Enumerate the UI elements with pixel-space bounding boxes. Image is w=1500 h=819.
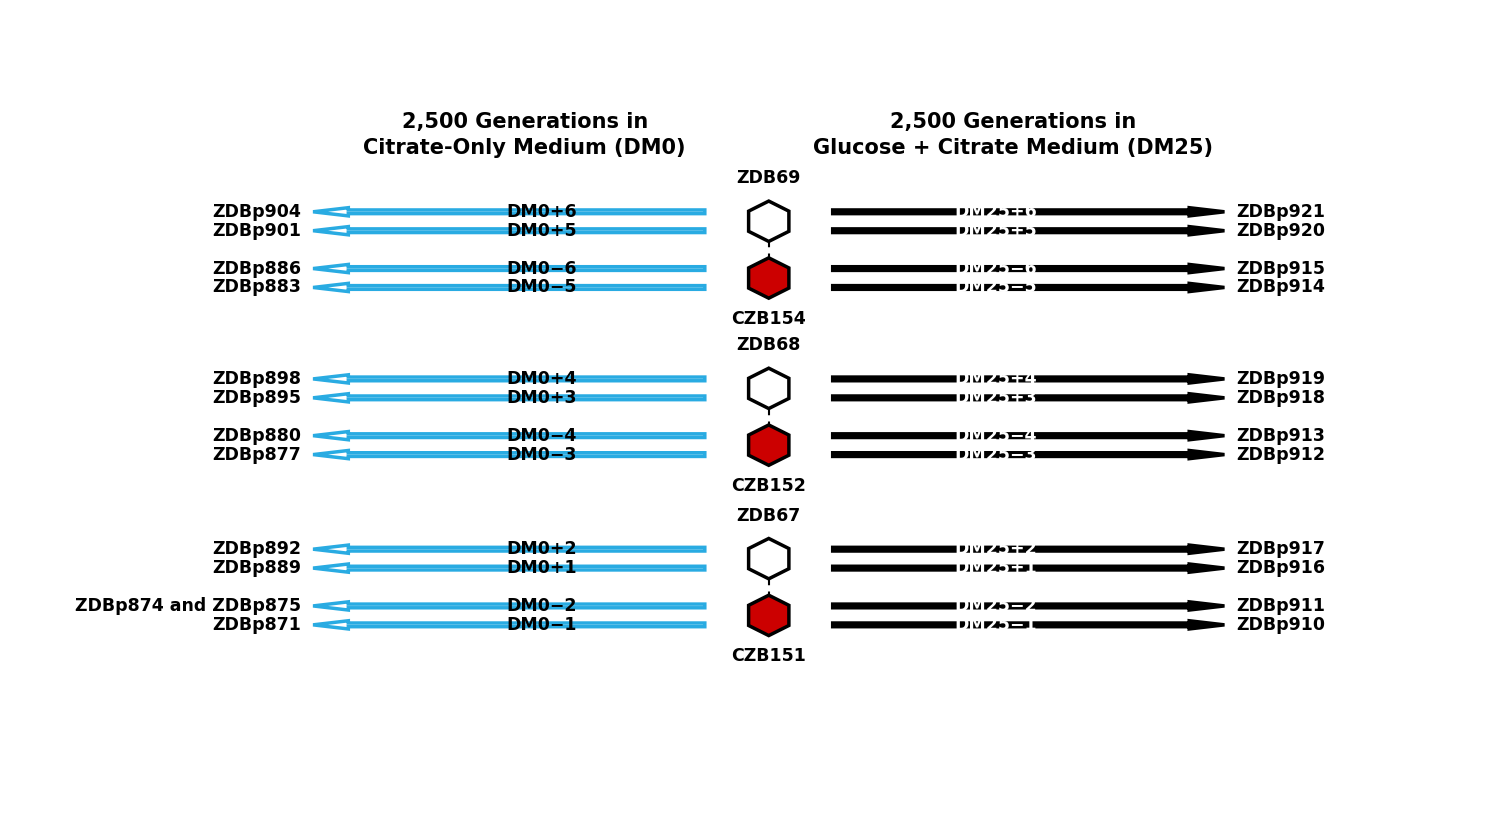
Text: ZDBp892: ZDBp892 (213, 541, 302, 559)
Text: DM0−4: DM0−4 (507, 427, 578, 445)
Polygon shape (833, 208, 1224, 216)
Polygon shape (833, 564, 1224, 572)
Polygon shape (314, 283, 705, 292)
Polygon shape (833, 432, 1224, 440)
Polygon shape (833, 602, 1224, 610)
Text: ZDBp904: ZDBp904 (213, 203, 302, 221)
Polygon shape (833, 283, 1224, 292)
Text: DM0+6: DM0+6 (507, 203, 578, 221)
Text: 2,500 Generations in
Citrate-Only Medium (DM0): 2,500 Generations in Citrate-Only Medium… (363, 112, 686, 157)
Text: DM25−1: DM25−1 (954, 616, 1036, 634)
Polygon shape (833, 265, 1224, 273)
Polygon shape (748, 538, 789, 579)
Text: DM25+2: DM25+2 (954, 541, 1036, 559)
Text: ZDBp920: ZDBp920 (1236, 222, 1324, 240)
Text: DM0+1: DM0+1 (507, 559, 578, 577)
Text: ZDBp918: ZDBp918 (1236, 389, 1324, 407)
Polygon shape (833, 450, 1224, 459)
Polygon shape (314, 432, 705, 440)
Text: ZDB67: ZDB67 (736, 507, 801, 525)
Text: DM25−2: DM25−2 (954, 597, 1036, 615)
Text: DM0+5: DM0+5 (507, 222, 578, 240)
Text: ZDBp880: ZDBp880 (213, 427, 302, 445)
Text: DM0−2: DM0−2 (507, 597, 578, 615)
Polygon shape (314, 375, 705, 383)
Text: ZDBp901: ZDBp901 (213, 222, 302, 240)
Polygon shape (833, 227, 1224, 235)
Polygon shape (833, 394, 1224, 402)
Text: ZDB69: ZDB69 (736, 170, 801, 188)
Text: DM25−4: DM25−4 (954, 427, 1036, 445)
Text: DM25−5: DM25−5 (954, 278, 1036, 296)
Text: ZDBp914: ZDBp914 (1236, 278, 1324, 296)
Text: ZDBp921: ZDBp921 (1236, 203, 1324, 221)
Text: DM0+2: DM0+2 (507, 541, 578, 559)
Polygon shape (748, 425, 789, 465)
Text: DM25+4: DM25+4 (954, 370, 1036, 388)
Polygon shape (314, 545, 705, 554)
Text: DM0−6: DM0−6 (507, 260, 578, 278)
Text: ZDBp910: ZDBp910 (1236, 616, 1324, 634)
Text: ZDBp871: ZDBp871 (213, 616, 302, 634)
Polygon shape (748, 369, 789, 409)
Text: DM0−1: DM0−1 (507, 616, 578, 634)
Polygon shape (314, 564, 705, 572)
Text: ZDBp883: ZDBp883 (213, 278, 302, 296)
Text: ZDB68: ZDB68 (736, 337, 801, 355)
Text: ZDBp915: ZDBp915 (1236, 260, 1324, 278)
Polygon shape (314, 602, 705, 610)
Polygon shape (833, 621, 1224, 629)
Text: ZDBp913: ZDBp913 (1236, 427, 1324, 445)
Text: CZB154: CZB154 (732, 310, 806, 328)
Text: DM0+4: DM0+4 (507, 370, 578, 388)
Polygon shape (314, 450, 705, 459)
Text: ZDBp912: ZDBp912 (1236, 446, 1324, 464)
Text: ZDBp886: ZDBp886 (213, 260, 302, 278)
Text: DM25+3: DM25+3 (954, 389, 1036, 407)
Polygon shape (314, 621, 705, 629)
Text: 2,500 Generations in
Glucose + Citrate Medium (DM25): 2,500 Generations in Glucose + Citrate M… (813, 112, 1214, 157)
Text: DM25+6: DM25+6 (954, 203, 1036, 221)
Polygon shape (748, 595, 789, 636)
Polygon shape (314, 394, 705, 402)
Text: ZDBp917: ZDBp917 (1236, 541, 1324, 559)
Text: ZDBp895: ZDBp895 (213, 389, 302, 407)
Text: ZDBp916: ZDBp916 (1236, 559, 1324, 577)
Polygon shape (833, 545, 1224, 554)
Text: DM25−3: DM25−3 (954, 446, 1036, 464)
Text: ZDBp911: ZDBp911 (1236, 597, 1324, 615)
Text: DM0+3: DM0+3 (507, 389, 578, 407)
Polygon shape (748, 258, 789, 298)
Text: CZB152: CZB152 (732, 477, 806, 495)
Text: DM25+5: DM25+5 (954, 222, 1036, 240)
Polygon shape (748, 201, 789, 242)
Polygon shape (314, 265, 705, 273)
Polygon shape (314, 208, 705, 216)
Text: DM25+1: DM25+1 (954, 559, 1036, 577)
Text: ZDBp919: ZDBp919 (1236, 370, 1324, 388)
Text: ZDBp877: ZDBp877 (213, 446, 302, 464)
Polygon shape (314, 227, 705, 235)
Polygon shape (833, 375, 1224, 383)
Text: CZB151: CZB151 (732, 647, 806, 665)
Text: ZDBp874 and ZDBp875: ZDBp874 and ZDBp875 (75, 597, 302, 615)
Text: DM25−6: DM25−6 (954, 260, 1036, 278)
Text: DM0−5: DM0−5 (507, 278, 578, 296)
Text: ZDBp898: ZDBp898 (213, 370, 302, 388)
Text: ZDBp889: ZDBp889 (213, 559, 302, 577)
Text: DM0−3: DM0−3 (507, 446, 578, 464)
